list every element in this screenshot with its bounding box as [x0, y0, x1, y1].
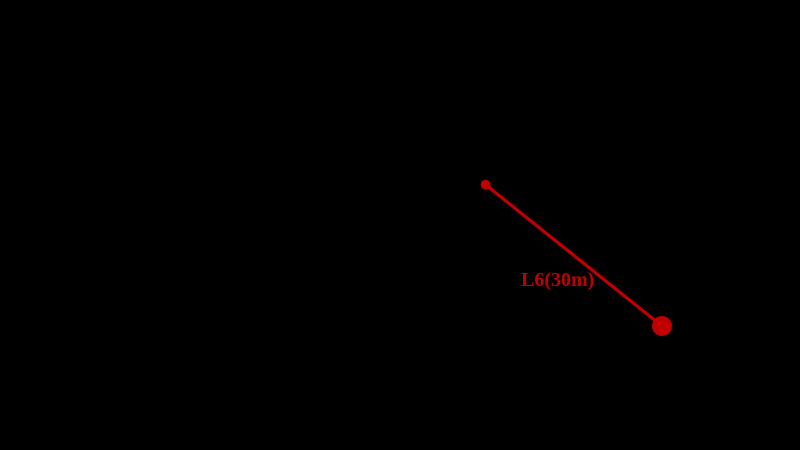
- svg-text:L6(30m): L6(30m): [521, 269, 594, 291]
